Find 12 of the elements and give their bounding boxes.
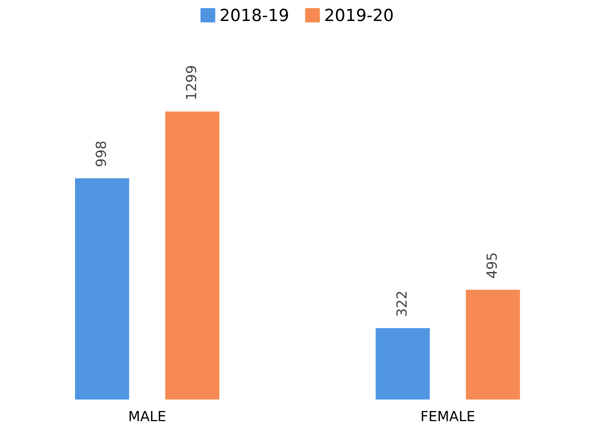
bar — [466, 290, 520, 400]
bar — [376, 328, 430, 400]
data-label: 998 — [96, 142, 106, 166]
x-tick-label: FEMALE — [422, 411, 474, 422]
bar — [75, 178, 130, 400]
legend-label: 2019-20 — [325, 8, 393, 22]
data-label: 1299 — [186, 66, 196, 99]
bar — [165, 112, 220, 400]
data-label: 322 — [396, 292, 407, 316]
legend-label: 2018-19 — [220, 8, 288, 22]
data-label: 495 — [486, 253, 497, 278]
x-tick-label: MALE — [130, 411, 166, 422]
